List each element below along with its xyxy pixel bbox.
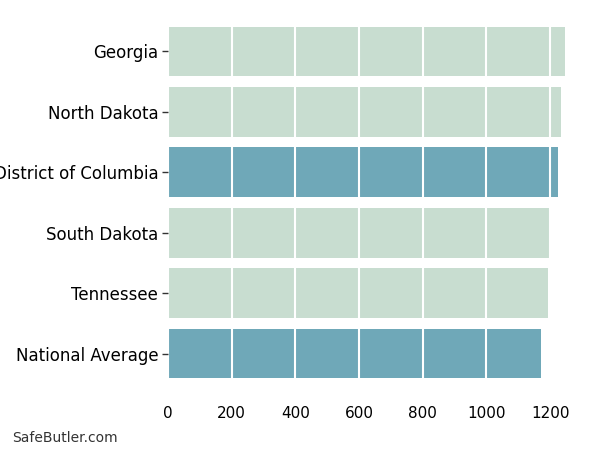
Bar	[168, 208, 550, 257]
Bar	[168, 148, 558, 197]
Bar	[168, 87, 560, 137]
Bar	[168, 27, 565, 76]
Bar	[168, 268, 548, 318]
Text: SafeButler.com: SafeButler.com	[12, 432, 118, 446]
Bar	[168, 329, 541, 378]
